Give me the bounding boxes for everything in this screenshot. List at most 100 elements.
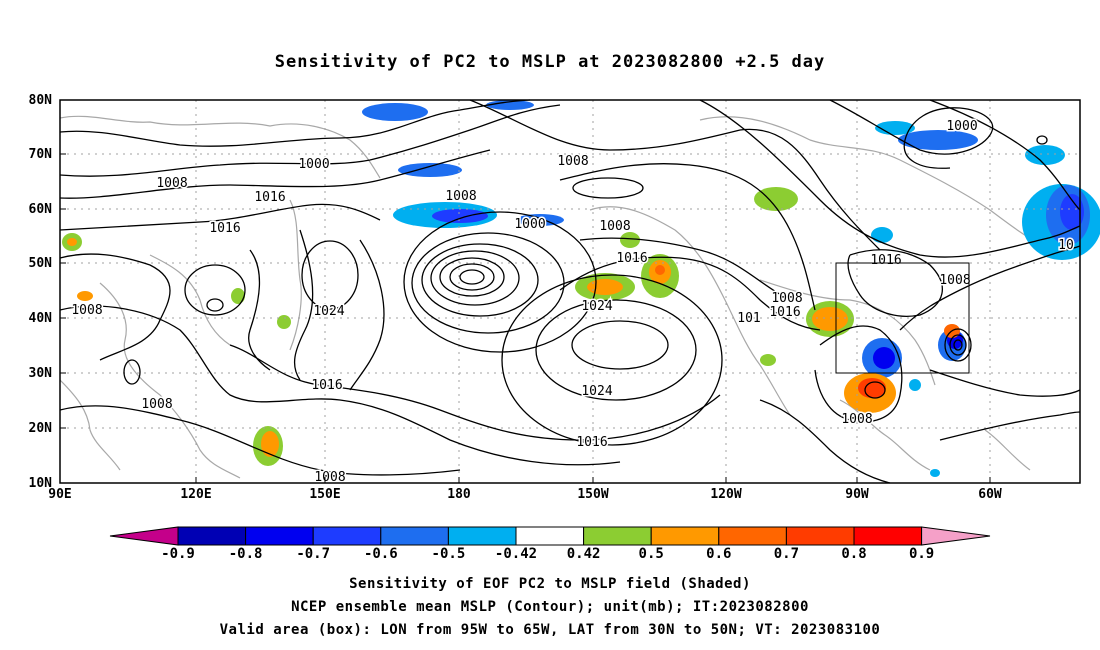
lon-tick-label: 120W: [710, 487, 741, 502]
colorbar-cell: [177, 526, 247, 546]
colorbar: [109, 526, 991, 546]
shade-blob: [812, 307, 848, 331]
caption-line-1: Sensitivity of EOF PC2 to MSLP field (Sh…: [349, 576, 751, 592]
contour-label: 1016: [870, 253, 901, 268]
shade-blob: [398, 163, 462, 177]
colorbar-label: 0.5: [639, 546, 664, 562]
low-contour: [430, 250, 520, 306]
shade-blob: [432, 209, 488, 223]
contour-label: 1016: [209, 221, 240, 236]
shade-blob: [620, 232, 640, 248]
isobar: [248, 249, 271, 371]
contour-label: 1016: [576, 435, 607, 450]
lon-tick-label: 60W: [978, 487, 1002, 502]
isobar: [814, 325, 903, 423]
shade-blob: [930, 469, 940, 477]
shade-blob: [67, 238, 77, 246]
isobar: [847, 249, 943, 317]
colorbar-cell: [447, 526, 517, 546]
lat-tick-label: 70N: [29, 147, 53, 162]
lat-tick-label: 50N: [29, 256, 53, 271]
contour-label: 1000: [514, 217, 545, 232]
high-contour: [571, 320, 669, 370]
map-frame: [59, 99, 1081, 484]
colorbar-label: -0.6: [364, 546, 398, 562]
lat-tick-label: 40N: [29, 311, 53, 326]
contour-label: 1008: [939, 273, 970, 288]
colorbar-cell: [583, 526, 652, 546]
contour-label: 101: [737, 311, 760, 326]
shade-blob: [1025, 145, 1065, 165]
isobar: [699, 99, 1081, 258]
low-contour: [421, 243, 539, 317]
map-panel: 1000 1008 1016 1008 1016 1024 1008 1008 …: [59, 99, 1100, 487]
colorbar-left-arrow: [109, 526, 179, 546]
lat-tick-label: 30N: [29, 366, 53, 381]
isobar: [59, 305, 621, 466]
isobar: [559, 163, 816, 311]
isobar: [229, 344, 721, 441]
shade-blob: [655, 265, 665, 275]
lon-tick-label: 120E: [180, 487, 211, 502]
contour-label: 1016: [311, 378, 342, 393]
colorbar-label: -0.5: [432, 546, 466, 562]
isobar: [899, 245, 1081, 331]
lat-tick-label: 80N: [29, 93, 53, 108]
tick-marks: [60, 99, 991, 483]
shade-blob: [898, 130, 978, 150]
contour-label: 10: [1058, 238, 1074, 253]
colorbar-cell: [245, 526, 314, 546]
lat-tick-label: 10N: [29, 476, 53, 491]
lat-tick-label: 60N: [29, 202, 53, 217]
contour-label: 1024: [581, 299, 612, 314]
isobar: [559, 256, 821, 331]
high-contour: [535, 299, 697, 401]
shade-blob: [873, 347, 895, 369]
colorbar-label: -0.9: [161, 546, 195, 562]
isobar: [469, 99, 881, 251]
colorbar-label: 0.8: [841, 546, 866, 562]
contour-label: 1016: [616, 251, 647, 266]
colorbar-label: -0.42: [495, 546, 537, 562]
caption-line-2: NCEP ensemble mean MSLP (Contour); unit(…: [291, 599, 809, 615]
coastlines: [59, 115, 1051, 479]
contour-label: 1008: [71, 303, 102, 318]
isobar: [59, 99, 531, 147]
lat-tick-label: 20N: [29, 421, 53, 436]
colorbar-label: 0.6: [706, 546, 731, 562]
isobar: [939, 411, 1081, 441]
lon-tick-label: 90W: [845, 487, 869, 502]
contour-label: 1024: [581, 384, 612, 399]
shade-blob: [909, 379, 921, 391]
colorbar-cell: [515, 526, 585, 546]
shade-blob: [754, 187, 798, 211]
colorbar-cell: [312, 526, 382, 546]
isobar: [929, 99, 1081, 211]
isobar: [59, 253, 171, 361]
colorbar-cell: [853, 526, 923, 546]
figure-title: Sensitivity of PC2 to MSLP at 2023082800…: [275, 52, 826, 72]
low-contour: [403, 211, 597, 353]
contour-label: 1008: [314, 470, 345, 485]
contour-label: 1008: [445, 189, 476, 204]
contour-label: 1008: [141, 397, 172, 412]
shade-blob: [760, 354, 776, 366]
colorbar-label: 0.42: [567, 546, 601, 562]
contour-label: 1008: [841, 412, 872, 427]
lon-tick-label: 180: [447, 487, 471, 502]
low-contour: [1036, 135, 1048, 145]
isobar: [293, 229, 314, 381]
isobar: [59, 203, 381, 231]
high-contour: [301, 240, 359, 310]
lon-tick-label: 90E: [48, 487, 71, 502]
contour-label: 1000: [946, 119, 977, 134]
colorbar-cell: [718, 526, 787, 546]
low-contour: [439, 257, 505, 297]
low-contour: [459, 269, 485, 285]
high-contour: [206, 298, 224, 312]
low-contour: [953, 339, 963, 351]
isobar: [759, 399, 891, 484]
colorbar-label: 0.7: [774, 546, 799, 562]
shade-blob: [231, 288, 245, 304]
